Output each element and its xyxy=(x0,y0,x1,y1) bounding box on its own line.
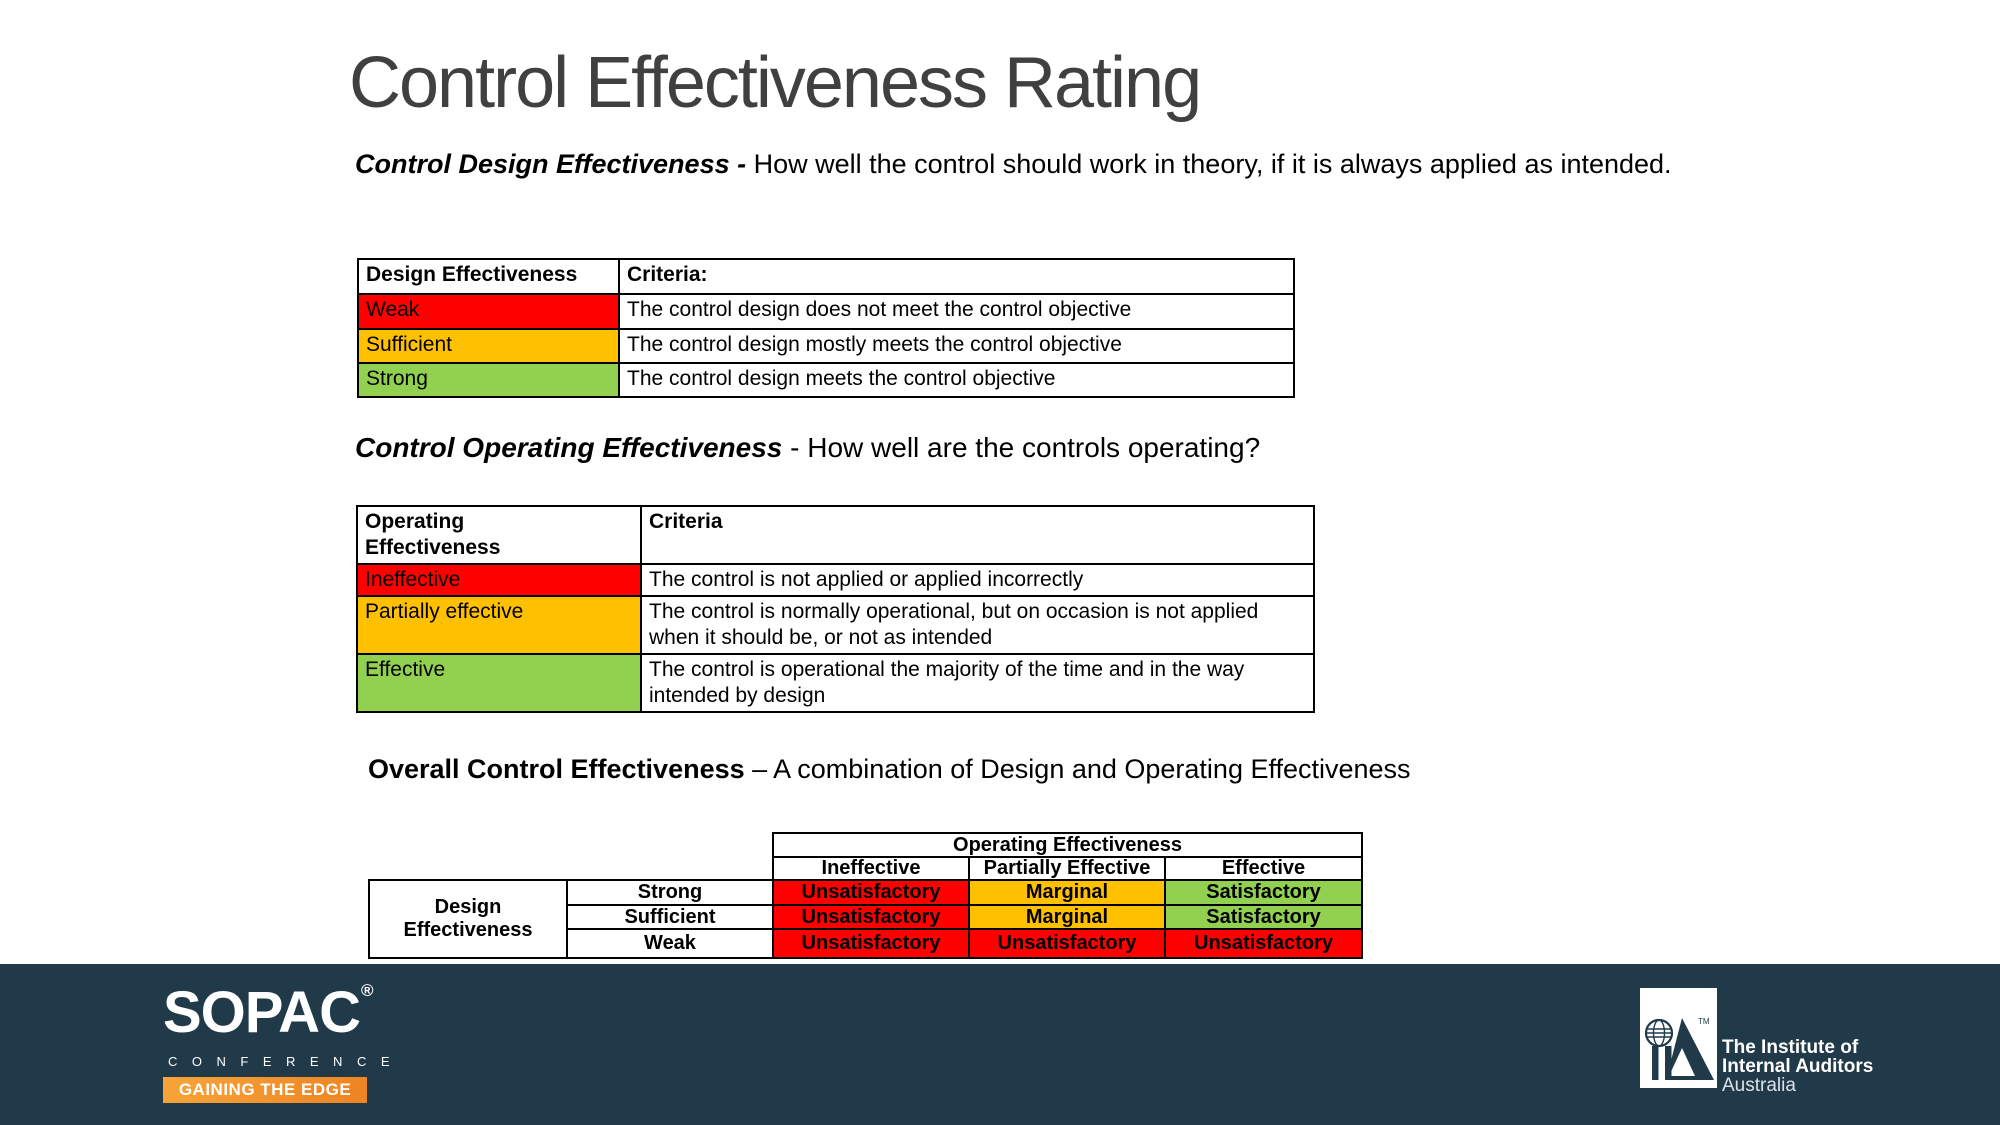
operating-effectiveness-table: Operating Effectiveness Criteria Ineffec… xyxy=(356,505,1315,713)
rating-cell-strong: Strong xyxy=(357,362,620,398)
sopac-conference-label: CONFERENCE xyxy=(168,1054,405,1069)
iia-logo-mark: TM xyxy=(1640,988,1717,1088)
matrix-col-header-ineffective: Ineffective xyxy=(772,856,970,881)
matrix-row-header-weak: Weak xyxy=(566,928,774,959)
overall-heading-bold: Overall Control Effectiveness xyxy=(368,754,745,784)
matrix-cell: Marginal xyxy=(968,904,1166,930)
matrix-cell: Satisfactory xyxy=(1163,879,1364,906)
operating-heading-bold: Control Operating Effectiveness xyxy=(355,432,783,463)
matrix-cell: Unsatisfactory xyxy=(772,879,970,906)
operating-heading-text: - How well are the controls operating? xyxy=(782,432,1261,463)
criteria-cell: The control is normally operational, but… xyxy=(640,595,1315,655)
table-row: Strong The control design meets the cont… xyxy=(357,362,1295,398)
matrix-row-sufficient: Sufficient Unsatisfactory Marginal Satis… xyxy=(369,904,1364,930)
matrix-row-weak: Weak Unsatisfactory Unsatisfactory Unsat… xyxy=(369,928,1364,959)
matrix-col-header-partially-effective: Partially Effective xyxy=(968,856,1166,881)
sopac-logo: SOPAC® xyxy=(163,981,373,1042)
iia-text-line3: Australia xyxy=(1722,1075,1796,1096)
matrix-col-group-header: Operating Effectiveness xyxy=(771,832,1364,858)
overall-effectiveness-heading: Overall Control Effectiveness – A combin… xyxy=(368,754,1411,785)
rating-cell-sufficient: Sufficient xyxy=(357,328,620,364)
rating-cell-effective: Effective xyxy=(356,653,642,713)
design-table-header-criteria: Criteria: xyxy=(618,258,1295,295)
operating-table-header-criteria: Criteria xyxy=(640,505,1315,565)
iia-text-line1: The Institute of xyxy=(1722,1037,1859,1058)
rating-cell-weak: Weak xyxy=(357,293,620,330)
overall-effectiveness-matrix: Operating Effectiveness Ineffective Part… xyxy=(368,832,1364,959)
rating-cell-partially-effective: Partially effective xyxy=(356,595,642,655)
matrix-cell: Unsatisfactory xyxy=(772,928,970,959)
table-row: Sufficient The control design mostly mee… xyxy=(357,328,1295,364)
design-effectiveness-heading: Control Design Effectiveness - How well … xyxy=(355,146,1710,183)
matrix-blank-corner xyxy=(369,833,773,857)
operating-effectiveness-heading: Control Operating Effectiveness - How we… xyxy=(355,432,1260,464)
matrix-cell: Unsatisfactory xyxy=(1163,928,1364,959)
rating-cell-ineffective: Ineffective xyxy=(356,563,642,597)
matrix-cell: Marginal xyxy=(968,879,1166,906)
iia-text-line2: Internal Auditors xyxy=(1722,1056,1874,1077)
table-row: Ineffective The control is not applied o… xyxy=(356,563,1315,597)
table-row: Weak The control design does not meet th… xyxy=(357,293,1295,330)
matrix-cell: Unsatisfactory xyxy=(772,904,970,930)
sopac-tagline-banner: GAINING THE EDGE xyxy=(163,1077,367,1103)
matrix-col-header-effective: Effective xyxy=(1163,856,1364,881)
page-title: Control Effectiveness Rating xyxy=(349,43,1202,123)
matrix-row-header-sufficient: Sufficient xyxy=(566,904,774,930)
matrix-row-header-strong: Strong xyxy=(566,879,774,906)
criteria-cell: The control is operational the majority … xyxy=(640,653,1315,713)
criteria-cell: The control design meets the control obj… xyxy=(618,362,1295,398)
svg-text:TM: TM xyxy=(1698,1017,1710,1026)
matrix-cell: Satisfactory xyxy=(1163,904,1364,930)
criteria-cell: The control is not applied or applied in… xyxy=(640,563,1315,597)
footer-bar: SOPAC® CONFERENCE GAINING THE EDGE TM Th… xyxy=(0,964,2000,1125)
design-heading-text: How well the control should work in theo… xyxy=(746,149,1672,179)
iia-globe-triangle-icon: TM xyxy=(1644,1017,1714,1080)
design-heading-bold: Control Design Effectiveness - xyxy=(355,149,747,179)
iia-logo-text: The Institute of Internal Auditors Austr… xyxy=(1722,1038,1873,1096)
criteria-cell: The control design does not meet the con… xyxy=(618,293,1295,330)
table-row: Effective The control is operational the… xyxy=(356,653,1315,713)
matrix-cell: Unsatisfactory xyxy=(968,928,1166,959)
matrix-row-group-header: Design Effectiveness xyxy=(368,879,568,959)
matrix-row-strong: Design Effectiveness Strong Unsatisfacto… xyxy=(368,879,1364,959)
criteria-cell: The control design mostly meets the cont… xyxy=(618,328,1295,364)
sopac-wordmark: SOPAC xyxy=(163,980,361,1045)
matrix-blank-corner xyxy=(369,857,773,880)
table-row: Partially effective The control is norma… xyxy=(356,595,1315,655)
design-effectiveness-table: Design Effectiveness Criteria: Weak The … xyxy=(357,258,1295,398)
design-table-header-rating: Design Effectiveness xyxy=(357,258,620,295)
operating-table-header-rating: Operating Effectiveness xyxy=(356,505,642,565)
registered-trademark-icon: ® xyxy=(360,981,373,1000)
overall-heading-text: – A combination of Design and Operating … xyxy=(744,754,1411,784)
